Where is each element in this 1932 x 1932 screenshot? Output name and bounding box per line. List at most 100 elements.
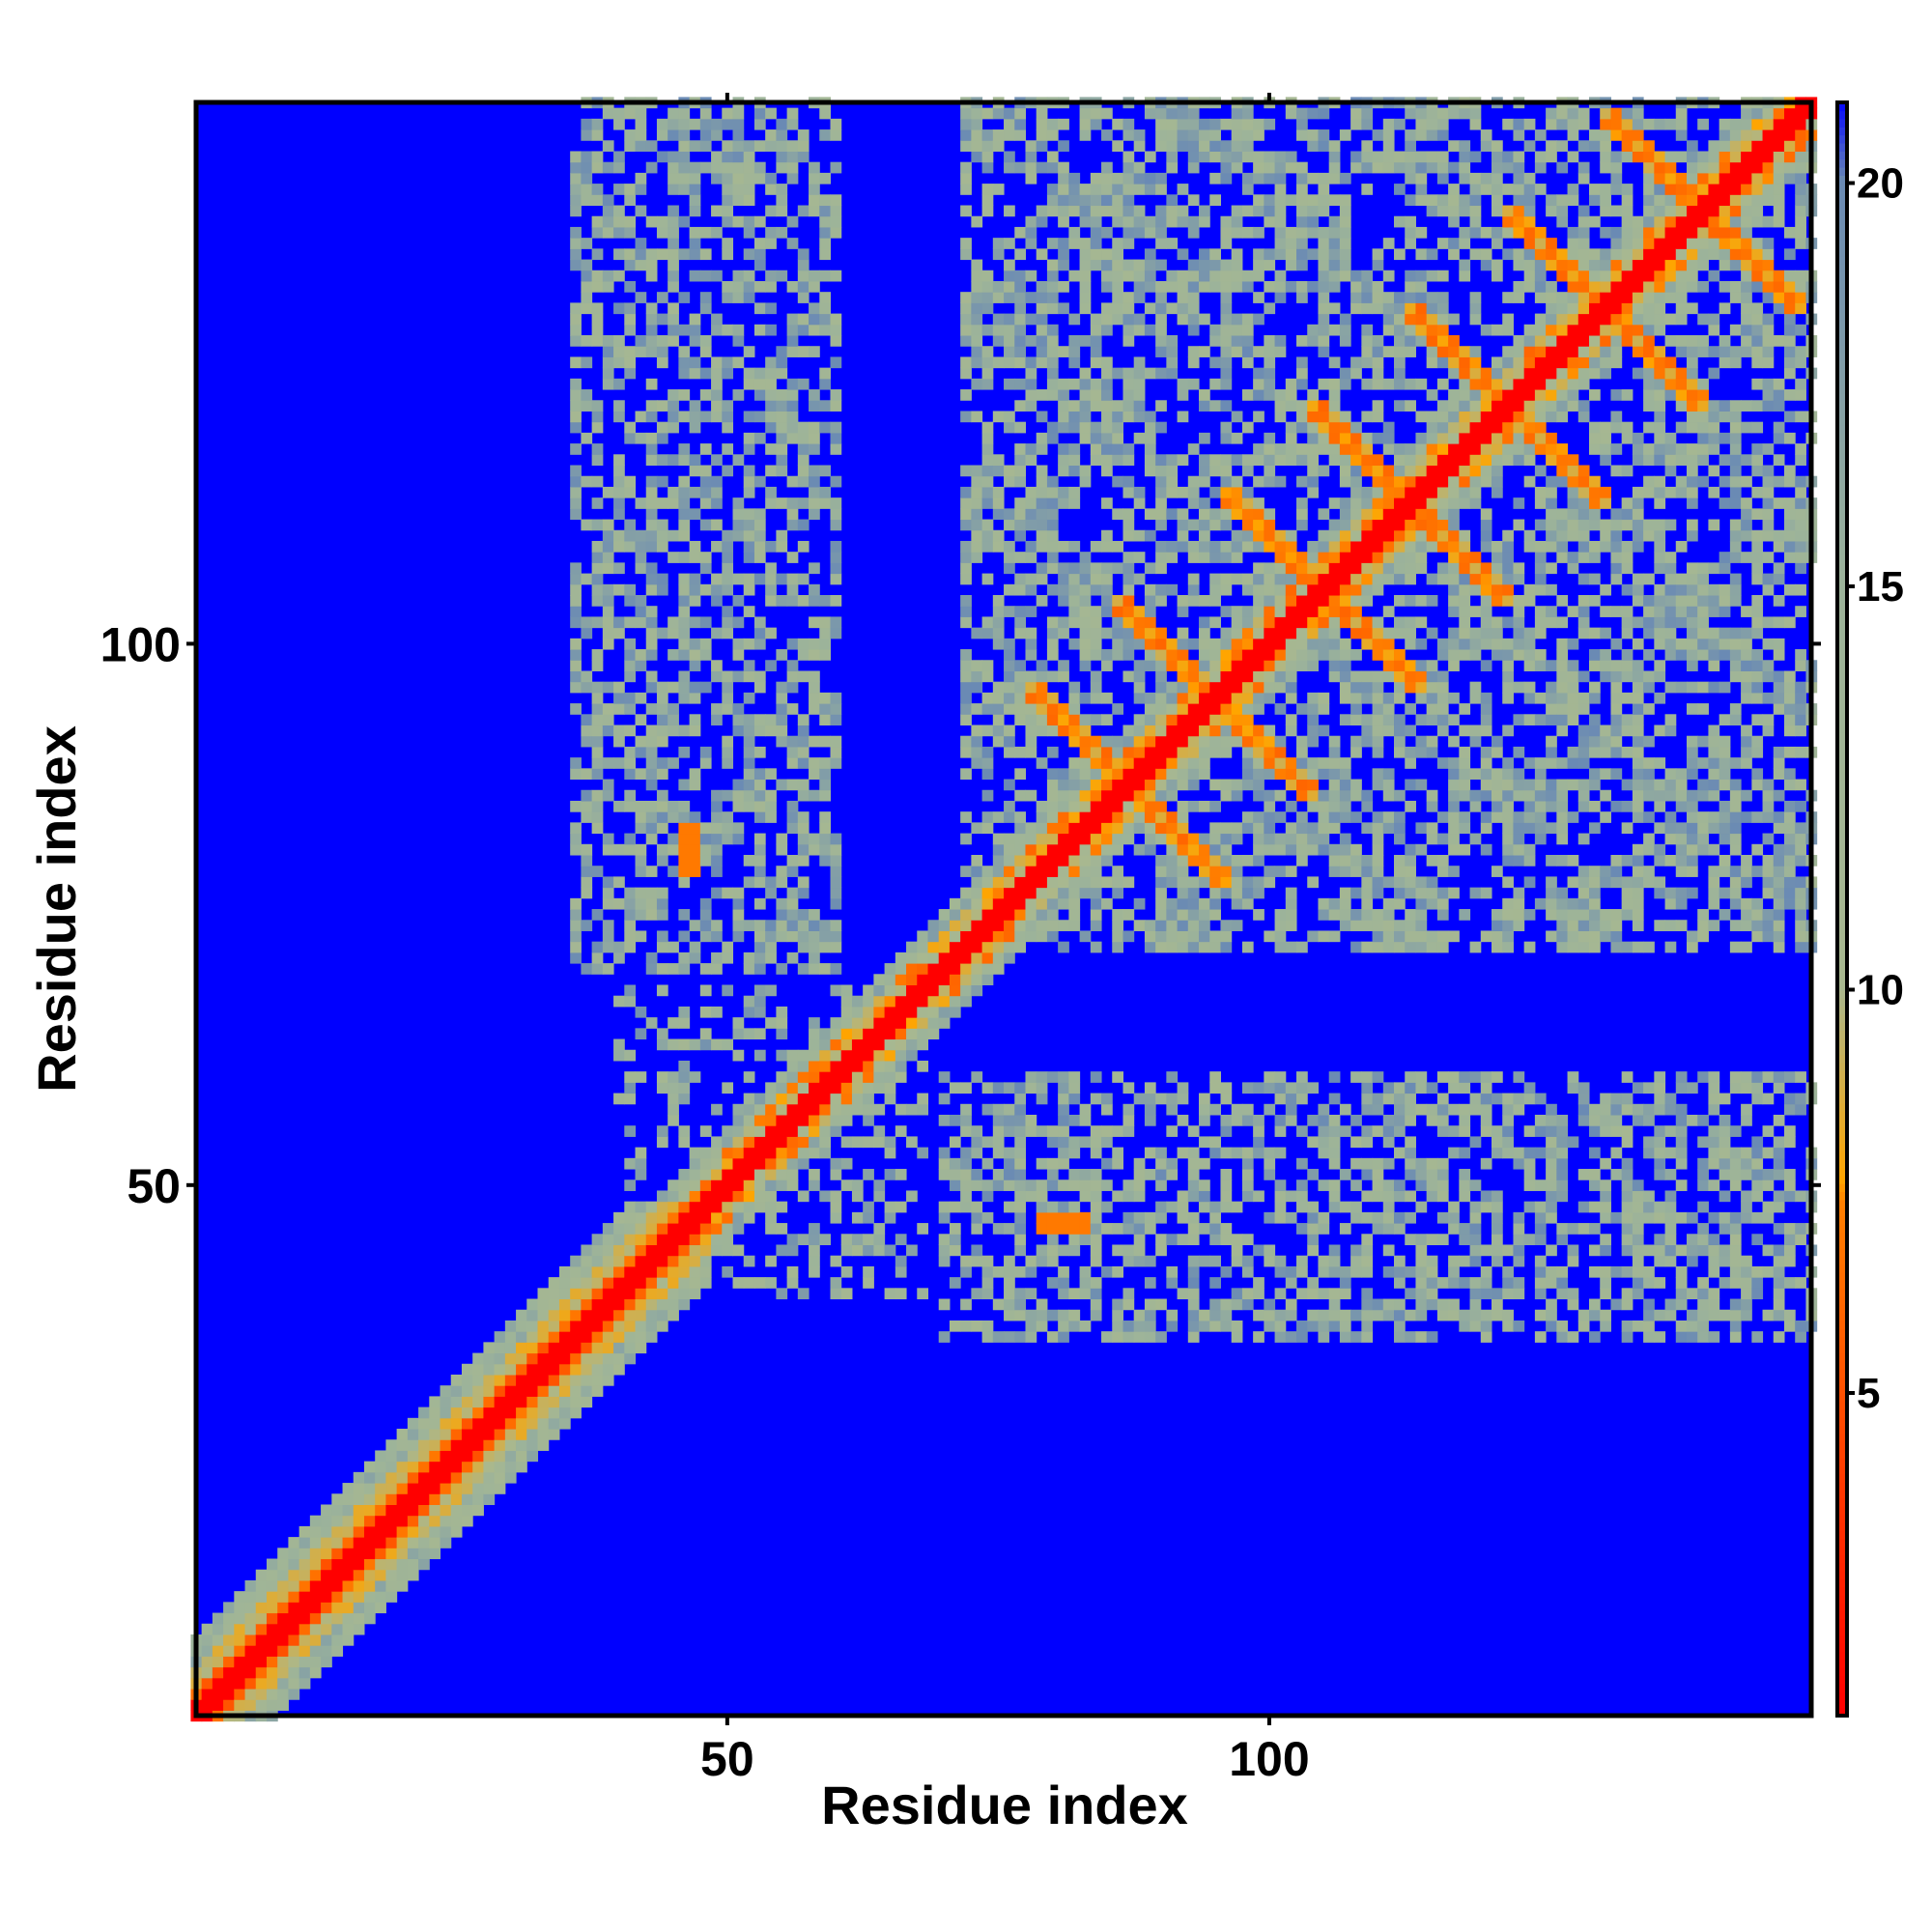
heatmap-cell <box>1090 346 1102 357</box>
heatmap-cell <box>483 1471 496 1484</box>
heatmap-cell <box>1209 1320 1221 1332</box>
heatmap-cell <box>1318 757 1330 769</box>
heatmap-cell <box>1274 920 1287 931</box>
heatmap-cell <box>668 324 679 336</box>
heatmap-cell <box>960 140 972 152</box>
heatmap-cell <box>1014 443 1027 455</box>
heatmap-cell <box>1014 1114 1027 1126</box>
heatmap-cell <box>635 562 647 575</box>
heatmap-cell <box>1209 280 1221 293</box>
heatmap-cell <box>624 1082 637 1094</box>
heatmap-cell <box>960 735 972 748</box>
heatmap-cell <box>1004 660 1015 671</box>
heatmap-cell <box>1209 833 1221 845</box>
heatmap-cell <box>1014 1136 1027 1149</box>
heatmap-cell <box>1307 1169 1319 1180</box>
heatmap-cell <box>1231 789 1243 802</box>
heatmap-cell <box>635 118 647 130</box>
heatmap-cell <box>581 184 593 195</box>
heatmap-cell <box>711 811 723 823</box>
heatmap-cell <box>656 519 668 531</box>
heatmap-cell <box>1079 238 1092 249</box>
heatmap-cell <box>1187 1288 1200 1300</box>
heatmap-cell <box>645 1211 658 1224</box>
heatmap-cell <box>1220 552 1233 563</box>
heatmap-cell <box>992 497 1005 509</box>
heatmap-cell <box>548 1363 560 1376</box>
heatmap-cell <box>1361 1331 1374 1343</box>
heatmap-cell <box>1046 768 1059 781</box>
heatmap-cell <box>613 205 625 217</box>
heatmap-cell <box>949 1201 961 1213</box>
heatmap-cell <box>1177 800 1189 812</box>
heatmap-cell <box>819 649 832 661</box>
heatmap-cell <box>1264 811 1276 823</box>
heatmap-cell <box>1285 1114 1297 1126</box>
heatmap-cell <box>1166 833 1179 845</box>
heatmap-cell <box>776 703 788 715</box>
heatmap-cell <box>1036 346 1048 357</box>
heatmap-cell <box>461 1406 473 1419</box>
heatmap-cell <box>840 1288 853 1300</box>
heatmap-cell <box>753 616 766 629</box>
heatmap-cell <box>1372 703 1384 715</box>
heatmap-cell <box>1372 1223 1384 1235</box>
heatmap-cell <box>1274 757 1287 769</box>
heatmap-cell <box>1187 1179 1200 1191</box>
heatmap-cell <box>1068 205 1081 217</box>
heatmap-cell <box>1328 811 1341 823</box>
heatmap-cell <box>1133 400 1146 412</box>
heatmap-cell <box>981 519 994 531</box>
heatmap-cell <box>960 1147 972 1159</box>
heatmap-cell <box>1090 238 1102 249</box>
heatmap-cell <box>1274 573 1287 585</box>
heatmap-cell <box>753 475 766 488</box>
heatmap-cell <box>1350 107 1362 120</box>
heatmap-cell <box>1079 583 1092 596</box>
heatmap-cell <box>971 703 983 715</box>
heatmap-cell <box>1004 746 1015 758</box>
heatmap-cell <box>1036 497 1048 509</box>
heatmap-cell <box>212 1689 224 1700</box>
heatmap-cell <box>277 1689 289 1700</box>
heatmap-cell <box>1382 876 1395 889</box>
heatmap-cell <box>1209 1298 1221 1311</box>
heatmap-cell <box>635 497 647 509</box>
heatmap-cell <box>1296 378 1308 390</box>
heatmap-cell <box>1079 475 1092 488</box>
heatmap-cell <box>981 378 994 390</box>
heatmap-cell <box>1328 280 1341 293</box>
heatmap-cell <box>809 324 820 336</box>
heatmap-cell <box>494 1483 506 1494</box>
heatmap-cell <box>1318 270 1330 282</box>
heatmap-cell <box>1112 475 1123 488</box>
heatmap-cell <box>1101 205 1113 217</box>
heatmap-cell <box>1112 1320 1123 1332</box>
heatmap-cell <box>570 205 582 217</box>
heatmap-cell <box>992 248 1005 261</box>
heatmap-cell <box>1199 876 1210 889</box>
heatmap-cell <box>722 1179 734 1191</box>
heatmap-cell <box>212 1612 224 1625</box>
heatmap-cell <box>992 681 1005 694</box>
heatmap-cell <box>819 270 832 282</box>
heatmap-cell <box>1328 670 1341 683</box>
heatmap-cell <box>1014 454 1027 467</box>
heatmap-cell <box>1133 184 1146 195</box>
heatmap-cell <box>1155 205 1167 217</box>
heatmap-cell <box>949 1006 961 1018</box>
heatmap-cell <box>1209 1082 1221 1094</box>
heatmap-cell <box>1285 529 1297 542</box>
heatmap-cell <box>1036 573 1048 585</box>
heatmap-cell <box>917 952 929 964</box>
heatmap-cell <box>363 1548 376 1560</box>
heatmap-cell <box>1166 118 1179 130</box>
heatmap-cell <box>971 1147 983 1159</box>
heatmap-cell <box>548 1374 560 1386</box>
heatmap-cell <box>1361 140 1374 152</box>
heatmap-cell <box>1307 822 1319 835</box>
heatmap-cell <box>1101 843 1113 856</box>
heatmap-cell <box>1199 1136 1210 1149</box>
heatmap-cell <box>753 172 766 185</box>
heatmap-cell <box>1350 703 1362 715</box>
